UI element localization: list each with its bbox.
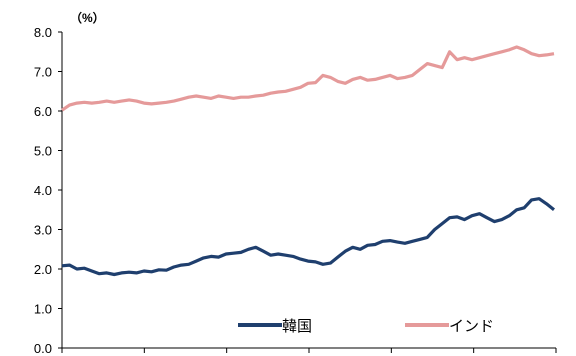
y-tick-label: 5.0 <box>34 144 52 159</box>
series-line-india <box>61 45 555 112</box>
y-tick-label: 3.0 <box>34 223 52 238</box>
y-tick-label: 6.0 <box>34 104 52 119</box>
y-unit-label: （%） <box>70 10 105 25</box>
series-line-korea <box>61 197 555 277</box>
y-tick-label: 7.0 <box>34 65 52 80</box>
x-axis-ticks <box>61 348 557 353</box>
legend-label-korea: 韓国 <box>282 317 312 335</box>
y-tick-label: 1.0 <box>34 302 52 317</box>
legend-label-india: インド <box>449 317 494 335</box>
y-tick-label: 4.0 <box>34 183 52 198</box>
y-tick-label: 2.0 <box>34 262 52 277</box>
legend: 韓国 インド <box>238 317 494 335</box>
y-tick-label: 0.0 <box>34 341 52 356</box>
series-layer <box>61 45 555 277</box>
y-tick-label: 8.0 <box>34 25 52 40</box>
y-axis-ticks: 0.0 1.0 2.0 3.0 4.0 5.0 6.0 7.0 8.0 <box>34 25 62 356</box>
